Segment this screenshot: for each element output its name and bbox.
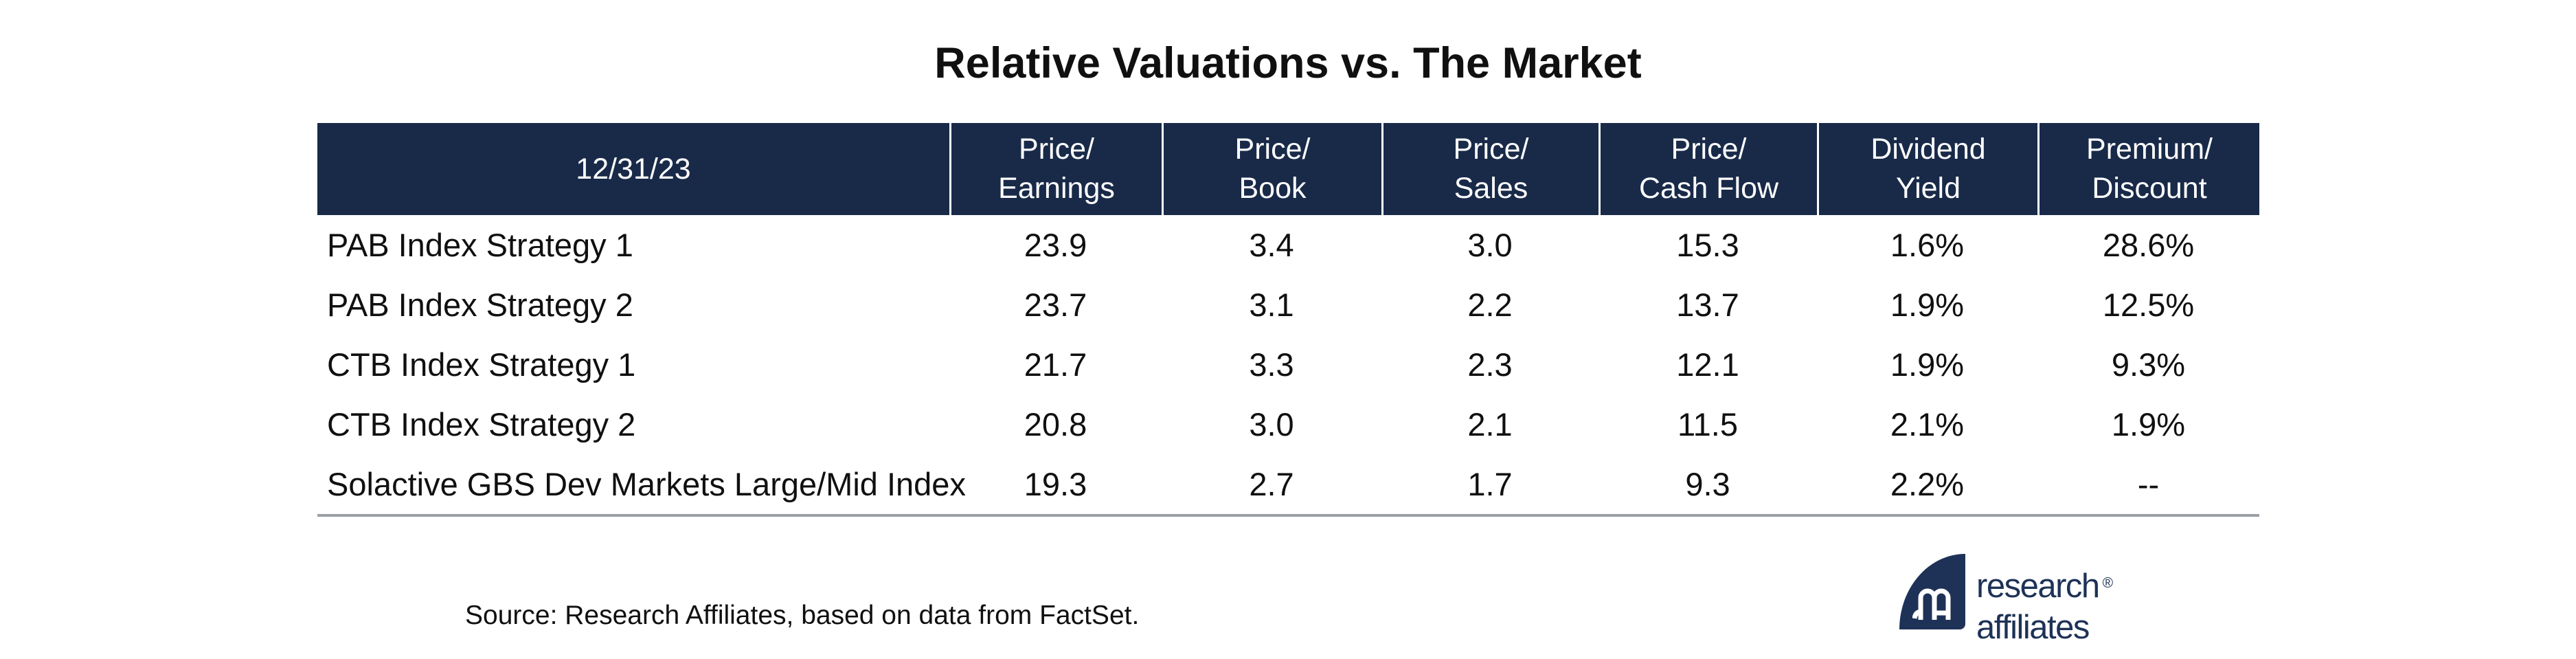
header-line: Sales	[1454, 172, 1528, 205]
cell-price-cash-flow: 13.7	[1676, 287, 1739, 323]
header-price-book: Price/ Book	[1162, 123, 1381, 215]
cell-premium-discount: 12.5%	[2102, 287, 2195, 323]
cell-price-earnings: 20.8	[1024, 406, 1087, 443]
row-label: CTB Index Strategy 2	[327, 406, 636, 443]
cell-dividend-yield: 2.1%	[1890, 406, 1965, 443]
header-line: Earnings	[998, 172, 1115, 205]
header-dividend-yield: Dividend Yield	[1817, 123, 2037, 215]
table-row: PAB Index Strategy 1 23.9 3.4 3.0 15.3 1…	[317, 215, 2259, 275]
header-line: Dividend	[1871, 133, 1986, 166]
header-date: 12/31/23	[576, 152, 691, 186]
header-line: Book	[1239, 172, 1307, 205]
table-row: CTB Index Strategy 1 21.7 3.3 2.3 12.1 1…	[317, 335, 2259, 394]
cell-price-sales: 2.2	[1467, 287, 1513, 323]
cell-dividend-yield: 2.2%	[1890, 466, 1965, 502]
header-line: Price/	[1234, 133, 1311, 166]
header-line: Premium/	[2086, 133, 2213, 166]
header-line: Cash Flow	[1638, 172, 1779, 205]
figure-title: Relative Valuations vs. The Market	[934, 39, 1642, 87]
cell-price-book: 2.7	[1249, 466, 1294, 502]
ra-logo-mark	[1899, 554, 1965, 629]
row-label: PAB Index Strategy 2	[327, 287, 633, 323]
header-line: Price/	[1671, 133, 1747, 166]
table-header-row: 12/31/23 Price/ Earnings Price/ Book Pri…	[317, 123, 2259, 215]
header-line: Price/	[1019, 133, 1094, 166]
cell-price-sales: 1.7	[1467, 466, 1513, 502]
cell-dividend-yield: 1.9%	[1890, 346, 1965, 383]
cell-premium-discount: --	[2137, 466, 2160, 502]
cell-premium-discount: 9.3%	[2111, 346, 2186, 383]
logo-line-1: research ®	[1976, 569, 2113, 610]
cell-price-cash-flow: 12.1	[1676, 346, 1739, 383]
registered-trademark-icon: ®	[2102, 575, 2114, 591]
cell-price-sales: 2.3	[1467, 346, 1513, 383]
cell-price-sales: 2.1	[1467, 406, 1513, 443]
header-line: Price/	[1453, 133, 1529, 166]
header-premium-discount: Premium/ Discount	[2037, 123, 2259, 215]
cell-price-earnings: 21.7	[1024, 346, 1087, 383]
valuations-table: 12/31/23 Price/ Earnings Price/ Book Pri…	[317, 123, 2259, 517]
cell-price-book: 3.0	[1249, 406, 1294, 443]
header-line: Discount	[2092, 172, 2207, 205]
cell-price-book: 3.4	[1249, 227, 1294, 263]
cell-price-cash-flow: 15.3	[1676, 227, 1739, 263]
table-row: CTB Index Strategy 2 20.8 3.0 2.1 11.5 2…	[317, 394, 2259, 454]
row-label: CTB Index Strategy 1	[327, 346, 636, 383]
source-note: Source: Research Affiliates, based on da…	[465, 601, 1140, 630]
cell-price-earnings: 23.9	[1024, 227, 1087, 263]
logo-word-research: research	[1976, 568, 2100, 605]
cell-premium-discount: 1.9%	[2111, 406, 2186, 443]
logo-line-2: affiliates	[1976, 609, 2090, 646]
cell-dividend-yield: 1.9%	[1890, 287, 1965, 323]
cell-price-earnings: 19.3	[1024, 466, 1087, 502]
ra-monogram-icon	[1912, 588, 1951, 620]
row-label: PAB Index Strategy 1	[327, 227, 633, 263]
cell-price-sales: 3.0	[1467, 227, 1513, 263]
cell-dividend-yield: 1.6%	[1890, 227, 1965, 263]
table-row: PAB Index Strategy 2 23.7 3.1 2.2 13.7 1…	[317, 275, 2259, 335]
cell-premium-discount: 28.6%	[2102, 227, 2195, 263]
header-line: Yield	[1895, 172, 1961, 205]
cell-price-cash-flow: 9.3	[1685, 466, 1730, 502]
logo-wordmark: research ® affiliates	[1976, 569, 2113, 645]
cell-price-earnings: 23.7	[1024, 287, 1087, 323]
cell-price-book: 3.3	[1249, 346, 1294, 383]
table-body: PAB Index Strategy 1 23.9 3.4 3.0 15.3 1…	[317, 215, 2259, 517]
cell-price-cash-flow: 11.5	[1677, 406, 1738, 443]
header-price-earnings: Price/ Earnings	[949, 123, 1162, 215]
header-price-cash-flow: Price/ Cash Flow	[1598, 123, 1817, 215]
table-row: Solactive GBS Dev Markets Large/Mid Inde…	[317, 454, 2259, 514]
cell-price-book: 3.1	[1249, 287, 1294, 323]
research-affiliates-logo: research ® affiliates	[1899, 554, 2113, 645]
row-label: Solactive GBS Dev Markets Large/Mid Inde…	[327, 466, 966, 502]
header-price-sales: Price/ Sales	[1381, 123, 1598, 215]
